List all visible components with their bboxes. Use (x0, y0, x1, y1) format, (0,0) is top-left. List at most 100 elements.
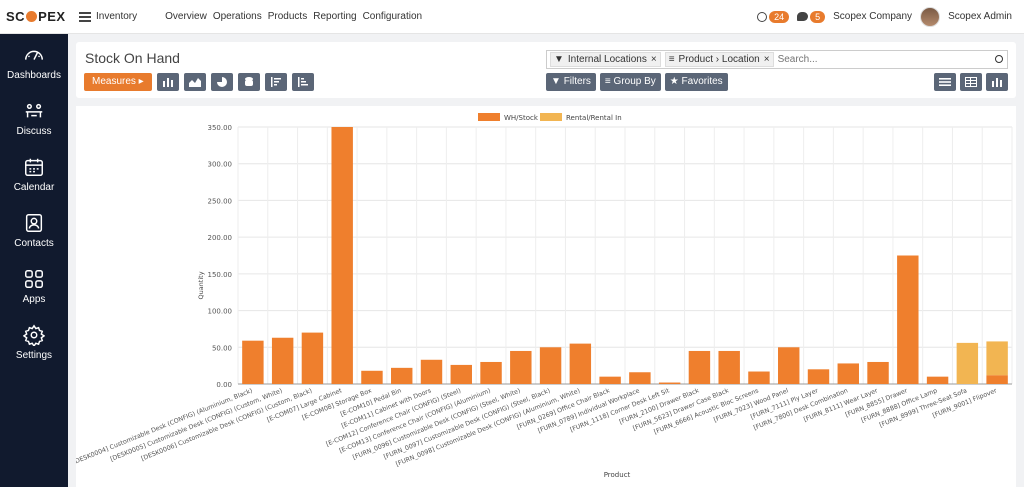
graph-view-button[interactable] (986, 73, 1008, 91)
bar (539, 347, 562, 384)
sidebar-item-label: Discuss (16, 125, 52, 137)
stacked-button[interactable] (237, 73, 260, 91)
nav-operations[interactable]: Operations (212, 11, 262, 22)
bar (986, 375, 1008, 384)
filters-button[interactable]: ▼ Filters (546, 73, 596, 91)
sidebar-item-dashboards[interactable]: Dashboards (0, 34, 68, 90)
bar (986, 341, 1008, 376)
search-box: ▼ Internal Locations × ≡ Product › Locat… (546, 50, 1008, 69)
bar (807, 369, 830, 384)
facet-internal-locations[interactable]: ▼ Internal Locations × (550, 52, 661, 67)
contacts-icon (25, 213, 43, 232)
stock-chart[interactable]: 0.00 50.00 100.00 150.00 200.00 250.00 300.00 3… (72, 106, 1016, 487)
user-menu[interactable]: Scopex Admin (948, 11, 1012, 22)
sidebar-item-calendar[interactable]: Calendar (0, 146, 68, 202)
bar (956, 342, 979, 384)
star-icon: ★ (669, 76, 679, 87)
avatar[interactable] (920, 6, 941, 27)
filter-icon: ▼ (551, 76, 561, 87)
bar (688, 350, 711, 384)
top-nav: Overview Operations Products Reporting C… (165, 11, 422, 22)
bar (480, 361, 502, 384)
graph-toolbar: Measures ▸ (84, 73, 314, 91)
page-title: Stock On Hand (85, 50, 180, 66)
groupby-button[interactable]: ≡ Group By (599, 73, 661, 91)
sort-descending-button[interactable] (264, 73, 287, 91)
pie-chart-icon (216, 77, 227, 87)
graph-icon (992, 78, 1002, 87)
groupby-label: Group By (613, 76, 656, 87)
menu-icon[interactable] (79, 11, 91, 22)
discuss-icon (25, 103, 43, 117)
search-icon[interactable] (995, 55, 1003, 63)
gear-icon (23, 324, 45, 346)
sort-ascending-button[interactable] (291, 73, 314, 91)
nav-overview[interactable]: Overview (165, 11, 207, 22)
search-input[interactable] (777, 52, 1007, 67)
bar (569, 343, 592, 384)
favorites-label: Favorites (681, 76, 723, 87)
favorites-button[interactable]: ★ Favorites (664, 73, 728, 91)
chart-panel: 0.00 50.00 100.00 150.00 200.00 250.00 300.00 3… (72, 106, 1016, 487)
y-tick-label: 300.00 (208, 161, 233, 169)
y-tick-label: 150.00 (208, 271, 233, 279)
groupby-icon: ≡ (604, 76, 611, 87)
list-icon (939, 78, 951, 86)
bar (599, 376, 621, 384)
y-tick-label: 200.00 (208, 234, 233, 242)
app-name[interactable]: Inventory (96, 11, 138, 22)
sidebar-item-label: Calendar (13, 181, 55, 193)
activity-badge: 24 (769, 10, 790, 23)
facet-product-location[interactable]: ≡ Product › Location × (664, 52, 774, 67)
groupby-icon: ≡ (668, 54, 675, 65)
area-chart-icon (188, 78, 201, 87)
messages-button[interactable]: 5 (797, 10, 826, 23)
bar (510, 350, 532, 384)
x-axis-label: Product (604, 471, 631, 479)
nav-configuration[interactable]: Configuration (362, 11, 423, 22)
database-icon (244, 77, 253, 86)
company-switcher[interactable]: Scopex Company (833, 11, 913, 22)
x-tick-label: [DESK0005] Customizable Desk (CONFIG) (C… (109, 387, 283, 463)
message-badge: 5 (810, 10, 826, 23)
line-chart-button[interactable] (183, 73, 206, 91)
bar (778, 347, 800, 384)
brand-logo[interactable]: SC PEX (6, 9, 66, 24)
bar-chart-button[interactable] (156, 73, 179, 91)
filter-icon: ▼ (554, 54, 564, 65)
close-icon[interactable]: × (650, 54, 657, 65)
gauge-icon (25, 50, 43, 60)
sidebar-item-label: Settings (15, 349, 53, 361)
bar (301, 332, 324, 384)
sidebar-item-label: Apps (22, 293, 46, 305)
bar (361, 370, 383, 384)
nav-reporting[interactable]: Reporting (313, 11, 357, 22)
facet-label: Internal Locations (567, 54, 647, 65)
close-icon[interactable]: × (763, 54, 770, 65)
bar (658, 382, 681, 384)
y-tick-label: 350.00 (208, 124, 233, 132)
list-view-button[interactable] (934, 73, 956, 91)
measures-button[interactable]: Measures ▸ (84, 73, 152, 91)
sidebar-item-label: Contacts (14, 237, 54, 249)
table-icon (965, 77, 977, 87)
sidebar-item-contacts[interactable]: Contacts (0, 202, 68, 258)
y-axis-label: Quantity (197, 271, 205, 299)
legend-swatch (478, 113, 500, 121)
bar (629, 372, 651, 384)
bar (867, 361, 889, 384)
sidebar-item-settings[interactable]: Settings (0, 314, 68, 370)
y-tick-label: 0.00 (216, 381, 232, 389)
legend-label: WH/Stock (504, 114, 539, 122)
sidebar-item-apps[interactable]: Apps (0, 258, 68, 314)
pie-chart-button[interactable] (210, 73, 233, 91)
nav-products[interactable]: Products (267, 11, 308, 22)
pivot-view-button[interactable] (960, 73, 982, 91)
sort-descending-icon (270, 77, 281, 87)
bar (242, 340, 264, 384)
filters-label: Filters (563, 76, 591, 87)
clock-icon (757, 11, 768, 22)
bar (897, 255, 919, 384)
activity-button[interactable]: 24 (757, 10, 790, 23)
sidebar-item-discuss[interactable]: Discuss (0, 90, 68, 146)
